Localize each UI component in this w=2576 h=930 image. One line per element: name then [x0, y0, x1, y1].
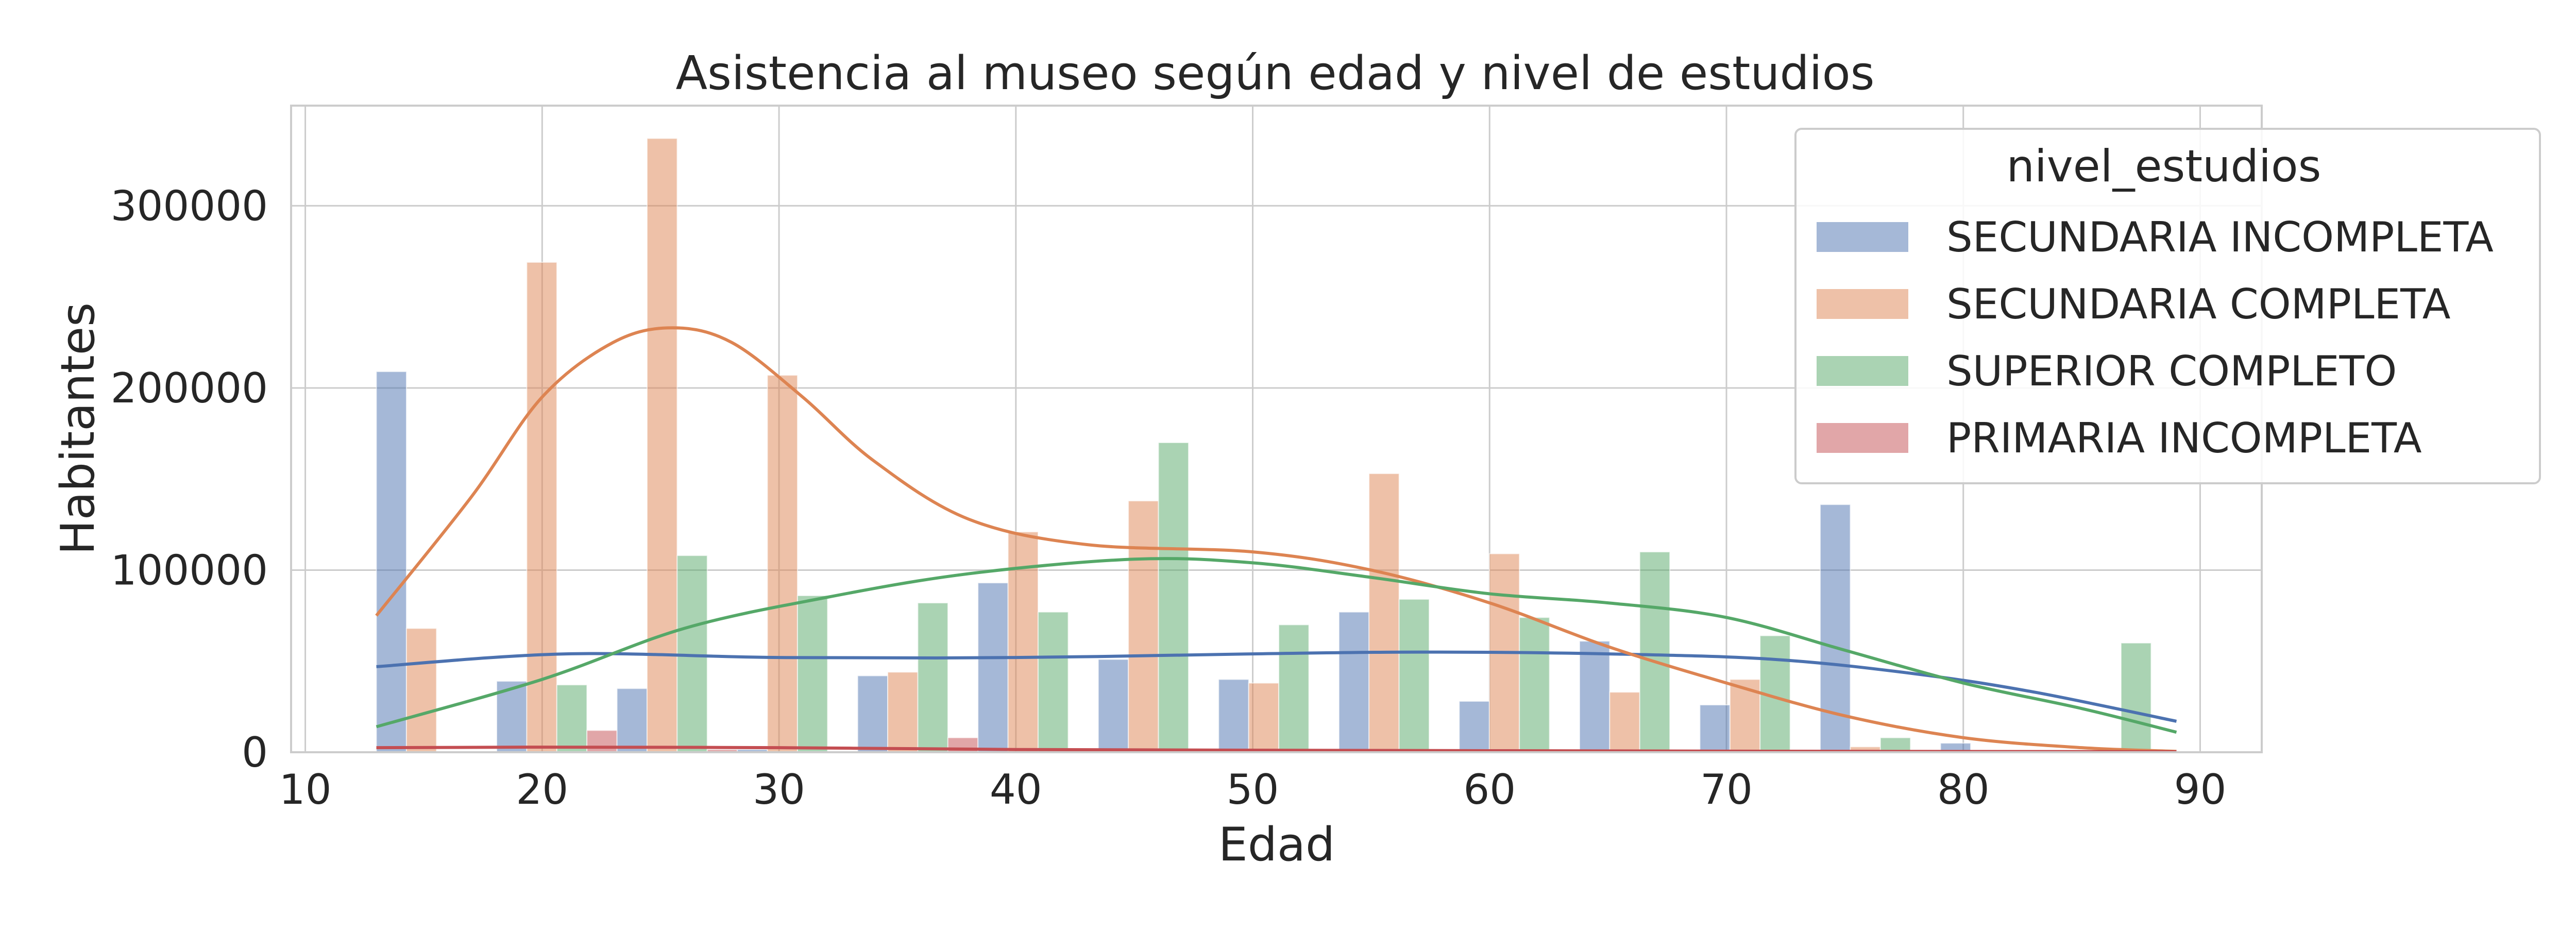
legend-label: SECUNDARIA INCOMPLETA [1946, 213, 2494, 261]
legend-swatch [1816, 355, 1909, 387]
histogram-bar [887, 671, 919, 753]
x-tick-label: 80 [1937, 766, 1990, 814]
legend-swatch [1816, 221, 1909, 253]
kde-line [376, 650, 2177, 723]
histogram-bar [556, 684, 588, 753]
histogram-bar [586, 730, 618, 753]
x-tick-label: 70 [1700, 766, 1753, 814]
histogram-bar [1097, 658, 1129, 753]
histogram-bar [376, 371, 407, 753]
legend-title: nivel_estudios [2007, 141, 2321, 192]
histogram-bar [1519, 617, 1550, 753]
y-tick-label: 0 [242, 729, 268, 776]
histogram-bar [977, 582, 1009, 753]
x-tick-label: 10 [279, 766, 332, 814]
x-tick-labels: 10 20 30 40 50 60 70 80 90 [279, 766, 2227, 814]
histogram-bar [1699, 704, 1731, 753]
kde-line [376, 557, 2177, 734]
histogram-bar [1248, 682, 1280, 753]
x-tick-label: 40 [990, 766, 1042, 814]
x-tick-label: 30 [753, 766, 805, 814]
legend-label: PRIMARIA INCOMPLETA [1946, 414, 2422, 462]
histogram-bar [1038, 611, 1069, 753]
histogram-bar [616, 688, 648, 753]
histogram-bar [1820, 504, 1851, 753]
histogram-bar [1459, 701, 1490, 753]
histogram-bar [1639, 551, 1671, 753]
histogram-bar [1278, 624, 1310, 753]
x-tick-label: 50 [1227, 766, 1279, 814]
histogram-bar [646, 138, 678, 753]
y-axis-label: Habitantes [51, 302, 105, 555]
histogram-bar [1398, 599, 1430, 753]
histogram-bar [796, 595, 828, 753]
histogram-bar [1218, 679, 1249, 753]
histogram-bar [405, 628, 437, 753]
histogram-bar [1579, 640, 1611, 753]
histogram-bar [857, 675, 889, 753]
y-tick-label: 200000 [111, 364, 268, 412]
x-tick-label: 20 [516, 766, 568, 814]
x-axis-label: Edad [1218, 818, 1335, 872]
y-tick-label: 100000 [111, 546, 268, 594]
histogram-bar [1609, 691, 1640, 753]
histogram-bar [767, 375, 798, 753]
histogram-bar [1158, 442, 1189, 753]
legend-label: SECUNDARIA COMPLETA [1946, 280, 2451, 328]
histogram-bar [1338, 611, 1370, 753]
x-tick-label: 90 [2174, 766, 2227, 814]
legend-items: SECUNDARIA INCOMPLETA SECUNDARIA COMPLETA… [1816, 213, 2494, 462]
kde-line [375, 326, 2177, 753]
histogram-bar [2120, 642, 2152, 753]
histogram-bar [1729, 679, 1761, 753]
histogram-bar [1007, 531, 1039, 753]
legend-swatch [1816, 422, 1909, 454]
legend: nivel_estudios SECUNDARIA INCOMPLETASECU… [1794, 128, 2541, 484]
legend-label: SUPERIOR COMPLETO [1946, 347, 2397, 395]
chart-title: Asistencia al museo según edad y nivel d… [675, 46, 1874, 100]
histogram-bar [1368, 473, 1400, 753]
legend-box [1794, 128, 2541, 484]
y-tick-labels: 0 100000 200000 300000 [111, 182, 268, 776]
x-tick-label: 60 [1463, 766, 1516, 814]
legend-swatch [1816, 288, 1909, 320]
y-tick-label: 300000 [111, 182, 268, 230]
bars-layer [376, 138, 2152, 753]
histogram-bar [917, 602, 948, 753]
histogram-bar [1128, 500, 1159, 753]
